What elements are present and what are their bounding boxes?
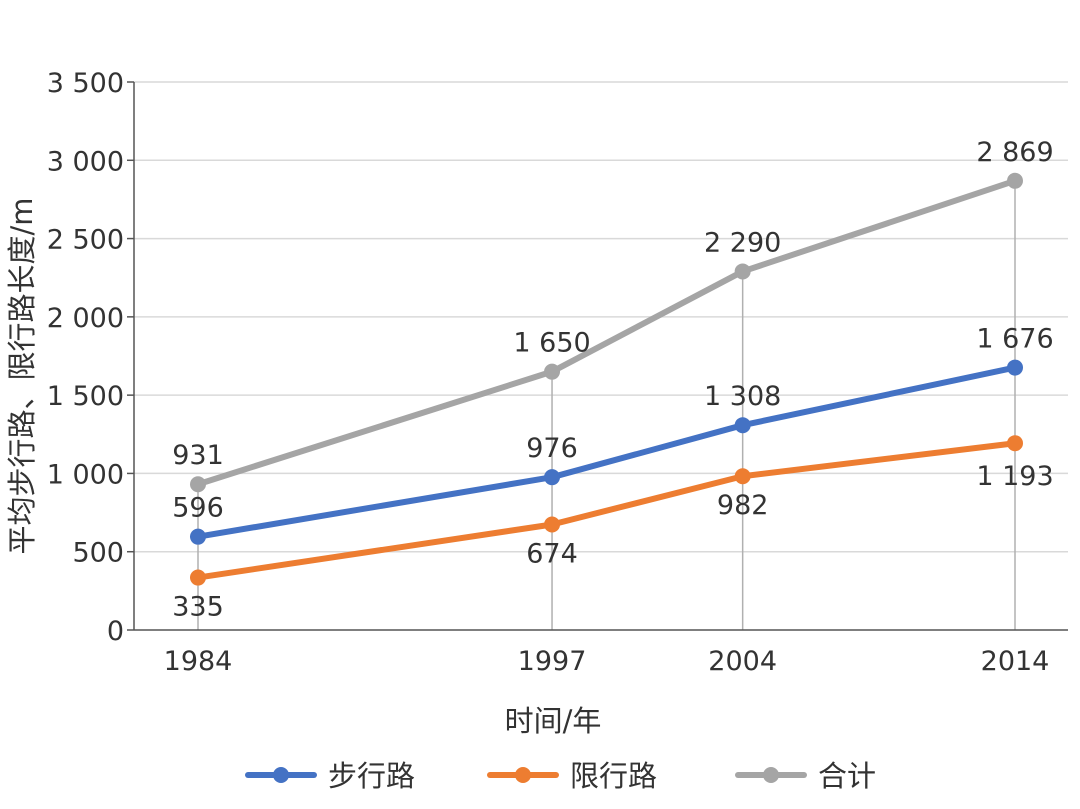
data-labels: 596 976 1 308 1 676 335 674 982 1 193 931 1 650 2 … bbox=[172, 137, 1053, 623]
y-tick-label: 2 000 bbox=[47, 303, 124, 334]
data-label: 1 650 bbox=[513, 328, 590, 359]
y-tick-label: 3 000 bbox=[47, 146, 124, 177]
data-point bbox=[190, 528, 206, 545]
data-label: 931 bbox=[172, 440, 224, 471]
data-point bbox=[190, 569, 206, 586]
legend: 步行路 限行路 合计 bbox=[245, 759, 876, 793]
legend-marker bbox=[273, 767, 289, 783]
series-line-1 bbox=[195, 440, 1018, 581]
data-point bbox=[734, 468, 751, 485]
data-label: 1 676 bbox=[976, 324, 1053, 355]
legend-label: 步行路 bbox=[328, 759, 415, 793]
drop-lines bbox=[197, 180, 1016, 630]
y-tick-label: 1 000 bbox=[47, 459, 124, 490]
data-point bbox=[734, 263, 751, 280]
data-point bbox=[1007, 172, 1023, 189]
y-axis-title: 平均步行路、限行路长度/m bbox=[5, 197, 39, 554]
y-tick-label: 1 500 bbox=[47, 381, 124, 412]
legend-marker bbox=[763, 767, 779, 783]
y-tick-label: 2 500 bbox=[47, 225, 124, 256]
legend-marker bbox=[515, 767, 531, 783]
x-tick-label: 1984 bbox=[164, 646, 233, 677]
data-point bbox=[1007, 359, 1023, 376]
x-tick-label: 2004 bbox=[708, 646, 777, 677]
data-label: 2 290 bbox=[704, 227, 781, 258]
data-label: 1 308 bbox=[704, 381, 781, 412]
data-label: 2 869 bbox=[976, 137, 1053, 168]
data-label: 335 bbox=[172, 592, 224, 623]
data-label: 1 193 bbox=[976, 461, 1053, 492]
y-tick-label: 0 bbox=[107, 616, 124, 647]
data-label: 976 bbox=[526, 433, 578, 464]
series-lines bbox=[190, 172, 1023, 586]
y-tick-label: 3 500 bbox=[47, 68, 124, 99]
data-point bbox=[1007, 435, 1023, 452]
legend-label: 合计 bbox=[818, 759, 876, 793]
data-label: 596 bbox=[172, 493, 224, 524]
x-axis-title: 时间/年 bbox=[505, 704, 602, 738]
series-line-2 bbox=[195, 177, 1018, 488]
data-point bbox=[734, 417, 751, 434]
gridlines bbox=[134, 81, 1068, 553]
data-label: 674 bbox=[526, 538, 578, 569]
axes: 0 500 1 000 1 500 2 000 2 500 3 000 3 500 1984 19… bbox=[47, 68, 1068, 677]
data-point bbox=[544, 469, 561, 486]
x-tick-label: 2014 bbox=[981, 646, 1050, 677]
data-point bbox=[544, 516, 561, 533]
series-line-0 bbox=[195, 364, 1018, 540]
data-label: 982 bbox=[717, 490, 769, 521]
legend-label: 限行路 bbox=[570, 759, 657, 793]
data-point bbox=[190, 476, 206, 493]
y-tick-label: 500 bbox=[72, 538, 124, 569]
x-tick-label: 1997 bbox=[518, 646, 587, 677]
data-point bbox=[544, 363, 561, 380]
